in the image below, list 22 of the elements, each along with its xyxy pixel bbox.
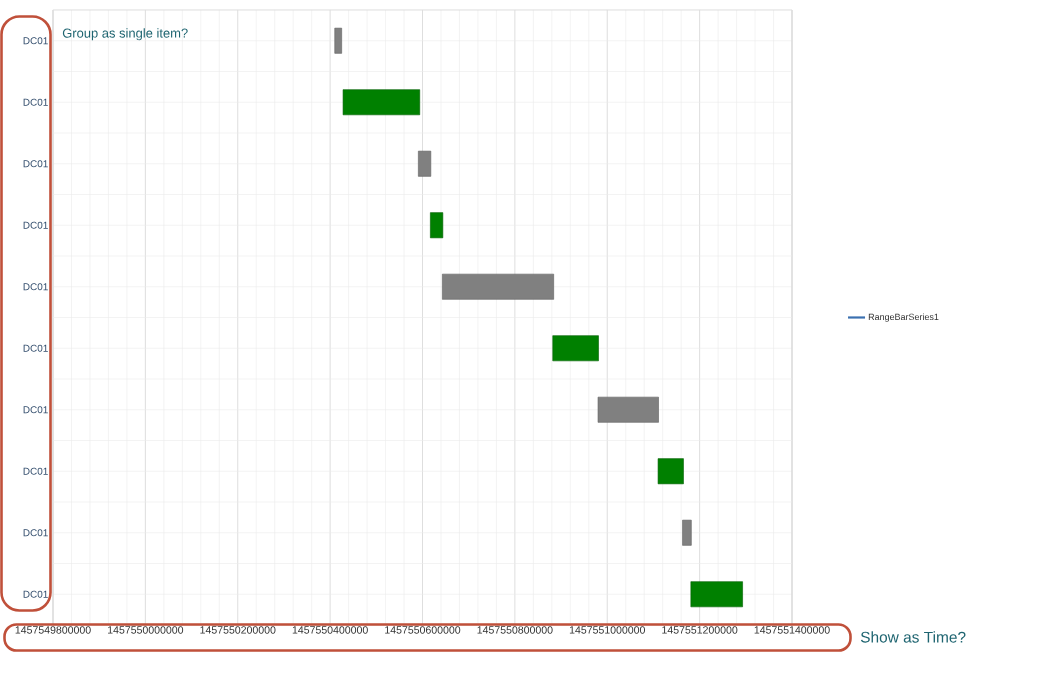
x-tick-label: 1457551000000 bbox=[569, 626, 646, 634]
text: Show as Time? bbox=[860, 631, 966, 643]
y-tick-label: DC01 bbox=[23, 98, 48, 106]
y-tick-label: DC01 bbox=[23, 406, 48, 414]
x-tick-label: 1457550800000 bbox=[477, 626, 553, 634]
y-tick-label: DC01 bbox=[23, 221, 48, 229]
x-tick-label: 1457550000000 bbox=[108, 626, 184, 634]
x-tick-label: 1457550200000 bbox=[200, 626, 276, 634]
y-tick-label: DC01 bbox=[23, 283, 48, 291]
y-tick-label: DC01 bbox=[23, 590, 48, 598]
y-tick-label: DC01 bbox=[23, 37, 48, 45]
y-tick-label: DC01 bbox=[23, 467, 48, 475]
y-tick-label: DC01 bbox=[23, 160, 48, 168]
x-tick-label: 1457550400000 bbox=[292, 626, 368, 634]
x-tick-label: 1457549800000 bbox=[15, 626, 91, 634]
y-tick-label: DC01 bbox=[23, 344, 48, 352]
x-tick-label: 1457551400000 bbox=[754, 626, 830, 634]
x-tick-label: 1457551200000 bbox=[662, 626, 738, 634]
text: RangeBarSeries1 bbox=[868, 313, 939, 322]
y-tick-label: DC01 bbox=[23, 529, 48, 537]
annotation: Group as single item? bbox=[62, 28, 188, 41]
x-tick-label: 1457550600000 bbox=[385, 626, 461, 634]
